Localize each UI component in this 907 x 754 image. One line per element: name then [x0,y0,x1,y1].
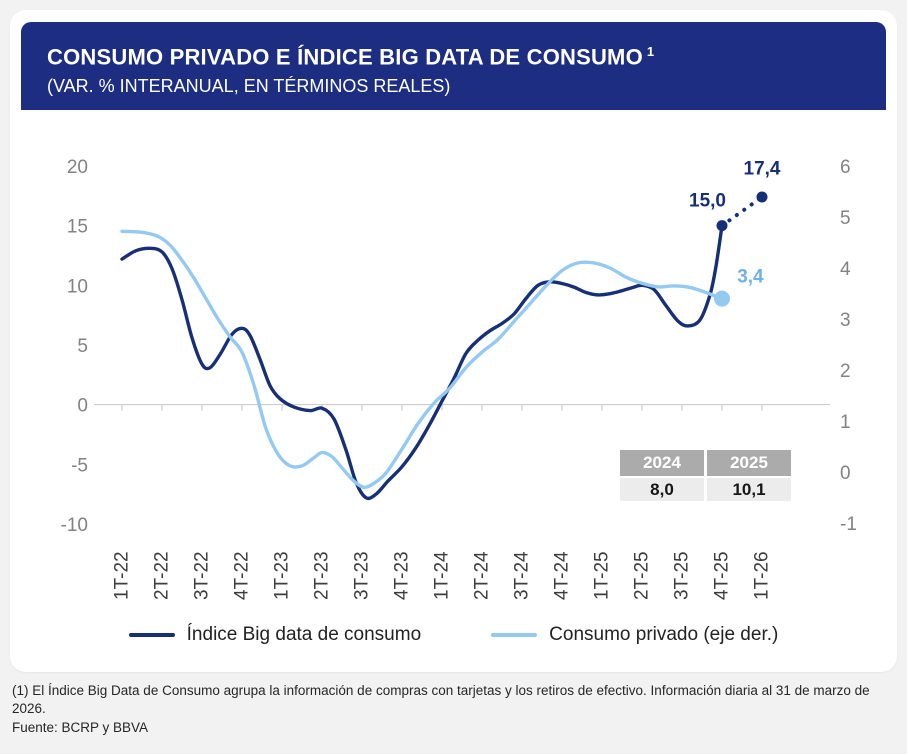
chart-area: 1T-22 2T-22 3T-22 4T-22 1T-23 2T-23 3T-23 4T-23… [10,110,897,646]
legend-label-private-consumption: Consumo privado (eje der.) [549,624,779,645]
x-tick-label: 4T-24 [552,551,573,600]
footnote: (1) El Índice Big Data de Consumo agrupa… [12,682,895,737]
summary-value-2024: 8,0 [620,478,704,501]
summary-value-2025: 10,1 [707,478,791,501]
value-annotation: 3,4 [737,266,764,287]
left-axis-tick-label: -5 [71,455,88,476]
right-axis-tick-label: 0 [840,463,851,484]
x-tick-label: 2T-25 [632,551,653,600]
x-tick-label: 3T-23 [352,551,373,600]
left-axis-tick-label: 20 [67,157,88,178]
x-tick-label: 4T-22 [232,551,253,600]
x-tick-label: 2T-22 [152,551,173,600]
summary-table-value-row: 8,0 10,1 [620,478,791,501]
series-line-0 [120,224,724,501]
page-title: CONSUMO PRIVADO E ÍNDICE BIG DATA DE CON… [47,39,886,70]
legend-line-swatch-dark [128,633,175,637]
consumption-line-chart: 1T-22 2T-22 3T-22 4T-22 1T-23 2T-23 3T-23 4T-23… [61,157,857,600]
chart-legend: Índice Big data de consumo Consumo priva… [10,624,897,646]
data-point-marker [756,191,768,203]
title-footnote-marker: 1 [646,44,655,59]
card-header: CONSUMO PRIVADO E ÍNDICE BIG DATA DE CON… [21,22,886,110]
legend-item-big-data-index: Índice Big data de consumo [128,624,422,646]
value-annotation: 15,0 [689,191,726,212]
x-tick-label: 1T-22 [112,551,133,600]
series-line-1 [120,229,724,490]
x-tick-label: 1T-24 [432,551,453,600]
x-tick-label: 4T-25 [712,551,733,600]
summary-table-header-row: 2024 2025 [620,450,791,476]
x-tick-label: 1T-26 [752,551,773,600]
legend-line-swatch-light [491,633,538,637]
left-axis-tick-label: -10 [61,515,88,536]
x-tick-label: 2T-23 [312,551,333,600]
x-tick-label: 2T-24 [472,551,493,600]
footnote-note: (1) El Índice Big Data de Consumo agrupa… [12,683,870,716]
right-axis-tick-label: 2 [840,361,851,382]
right-axis-tick-label: -1 [840,514,857,535]
left-axis-tick-label: 10 [67,276,88,297]
chart-card: CONSUMO PRIVADO E ÍNDICE BIG DATA DE CON… [10,10,897,672]
forecast-dotted-line [720,195,764,228]
right-axis-tick-label: 5 [840,208,851,229]
right-axis-tick-label: 1 [840,412,851,433]
legend-label-big-data-index: Índice Big data de consumo [186,624,422,645]
x-tick-label: 3T-24 [512,551,533,600]
data-point-marker [714,290,730,307]
data-point-marker [716,220,728,232]
summary-header-2024: 2024 [620,450,704,476]
x-tick-label: 1T-25 [592,551,613,600]
legend-item-private-consumption: Consumo privado (eje der.) [491,624,778,646]
page-subtitle: (VAR. % INTERANUAL, EN TÉRMINOS REALES) [47,76,451,97]
right-axis-tick-label: 4 [840,259,851,280]
summary-header-2025: 2025 [707,450,791,476]
x-tick-label: 3T-25 [672,551,693,600]
x-tick-label: 3T-22 [192,551,213,600]
annual-summary-table: 2024 2025 8,0 10,1 [620,450,791,501]
right-axis-tick-label: 6 [840,157,851,178]
x-tick-label: 1T-23 [272,551,293,600]
left-axis-tick-label: 15 [67,217,88,238]
left-axis-tick-label: 0 [77,396,88,417]
value-annotation: 17,4 [744,158,781,179]
left-axis-tick-label: 5 [77,336,88,357]
right-axis-tick-label: 3 [840,310,851,331]
page-title-text: CONSUMO PRIVADO E ÍNDICE BIG DATA DE CON… [47,44,643,70]
x-tick-label: 4T-23 [392,551,413,600]
footnote-source: Fuente: BCRP y BBVA [12,720,149,736]
